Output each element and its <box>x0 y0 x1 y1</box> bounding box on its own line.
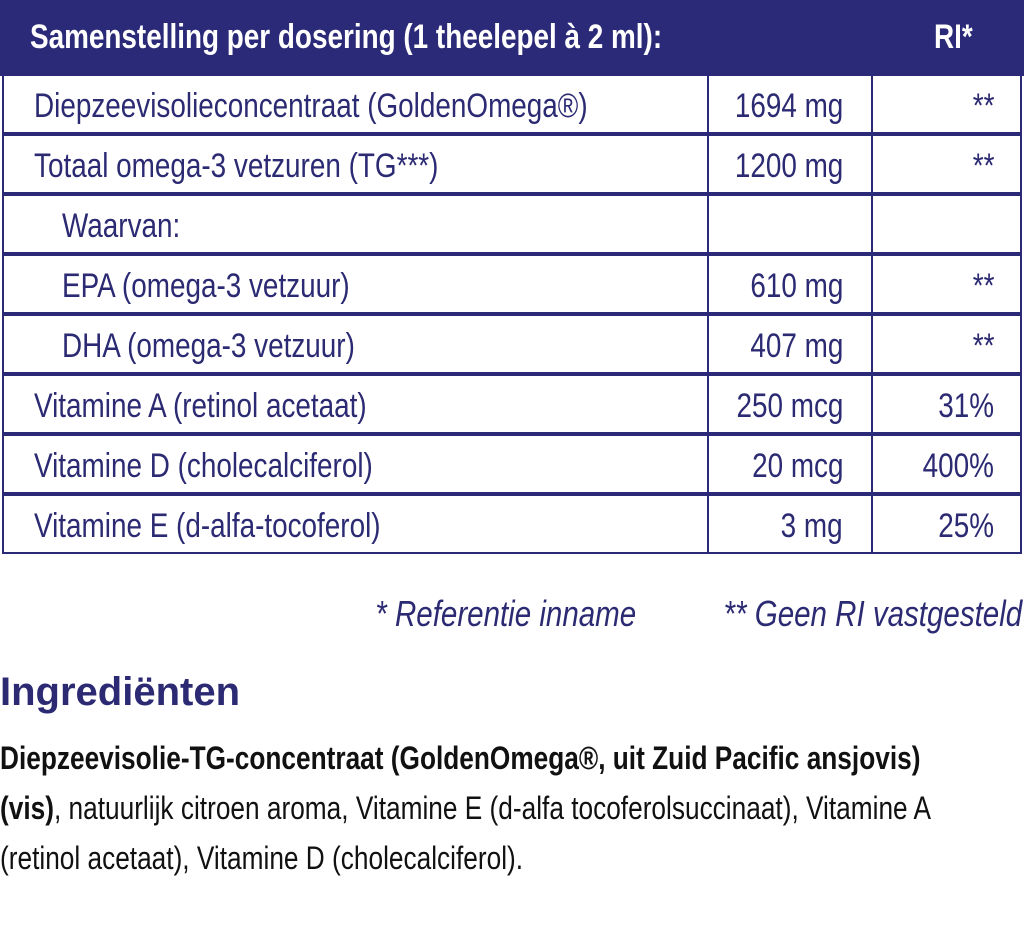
table-cell: Vitamine A (retinol acetaat) <box>2 374 709 434</box>
cell-text: 3 mg <box>781 507 843 545</box>
table-cell: Totaal omega-3 vetzuren (TG***) <box>2 134 709 194</box>
cell-text: EPA (omega-3 vetzuur) <box>62 267 350 305</box>
table-cell: Vitamine D (cholecalciferol) <box>2 434 709 494</box>
cell-text: DHA (omega-3 vetzuur) <box>62 327 355 365</box>
cell-text: 400% <box>922 447 994 485</box>
table-cell: Waarvan: <box>2 194 709 254</box>
table-cell: 1694 mg <box>707 74 873 134</box>
ingredients-title: Ingrediënten <box>0 670 241 714</box>
cell-text: Vitamine D (cholecalciferol) <box>34 447 373 485</box>
cell-text: 31% <box>938 387 994 425</box>
table-cell: DHA (omega-3 vetzuur) <box>2 314 709 374</box>
header-ri-text: RI* <box>934 18 973 56</box>
cell-text: 1200 mg <box>734 147 843 185</box>
cell-text: ** <box>972 147 994 185</box>
table-cell: 20 mcg <box>707 434 873 494</box>
table-cell: 25% <box>871 494 1022 554</box>
footnote: * Referentie inname <box>374 593 636 634</box>
table-cell: ** <box>871 254 1022 314</box>
cell-text: 250 mcg <box>736 387 843 425</box>
cell-text: 610 mg <box>750 267 843 305</box>
table-cell: 407 mg <box>707 314 873 374</box>
ingredients-bold: Diepzeevisolie-TG-concentraat (GoldenOme… <box>0 740 921 826</box>
ingredients-rest: , natuurlijk citroen aroma, Vitamine E (… <box>0 790 930 876</box>
cell-text: 25% <box>938 507 994 545</box>
table-cell: 610 mg <box>707 254 873 314</box>
footnotes: * Referentie inname ** Geen RI vastgestel… <box>318 593 1022 635</box>
cell-text: ** <box>972 327 994 365</box>
ingredients-text: Diepzeevisolie-TG-concentraat (GoldenOme… <box>0 733 976 883</box>
table-cell: Diepzeevisolieconcentraat (GoldenOmega®) <box>2 74 709 134</box>
cell-text: 407 mg <box>750 327 843 365</box>
cell-text: Vitamine E (d-alfa-tocoferol) <box>34 507 381 545</box>
table-header: Samenstelling per dosering (1 theelepel … <box>0 0 1024 76</box>
cell-text: Vitamine A (retinol acetaat) <box>34 387 367 425</box>
header-title-text: Samenstelling per dosering (1 theelepel … <box>30 18 663 56</box>
table-cell: 31% <box>871 374 1022 434</box>
cell-text: ** <box>972 87 994 125</box>
cell-text: Waarvan: <box>62 207 181 245</box>
table-cell <box>707 194 873 254</box>
cell-text: Diepzeevisolieconcentraat (GoldenOmega®) <box>34 87 588 125</box>
cell-text: 20 mcg <box>751 447 843 485</box>
footnote: ** Geen RI vastgesteld <box>723 593 1022 634</box>
table-cell: EPA (omega-3 vetzuur) <box>2 254 709 314</box>
table-cell: ** <box>871 74 1022 134</box>
table-cell: 250 mcg <box>707 374 873 434</box>
cell-text: ** <box>972 267 994 305</box>
table-cell: Vitamine E (d-alfa-tocoferol) <box>2 494 709 554</box>
table-cell: 3 mg <box>707 494 873 554</box>
table-cell <box>871 194 1022 254</box>
header-ri: RI* <box>934 18 981 57</box>
table-cell: 1200 mg <box>707 134 873 194</box>
cell-text: 1694 mg <box>734 87 843 125</box>
cell-text: Totaal omega-3 vetzuren (TG***) <box>34 147 439 185</box>
table-cell: 400% <box>871 434 1022 494</box>
header-title: Samenstelling per dosering (1 theelepel … <box>30 18 801 57</box>
table-cell: ** <box>871 314 1022 374</box>
table-cell: ** <box>871 134 1022 194</box>
